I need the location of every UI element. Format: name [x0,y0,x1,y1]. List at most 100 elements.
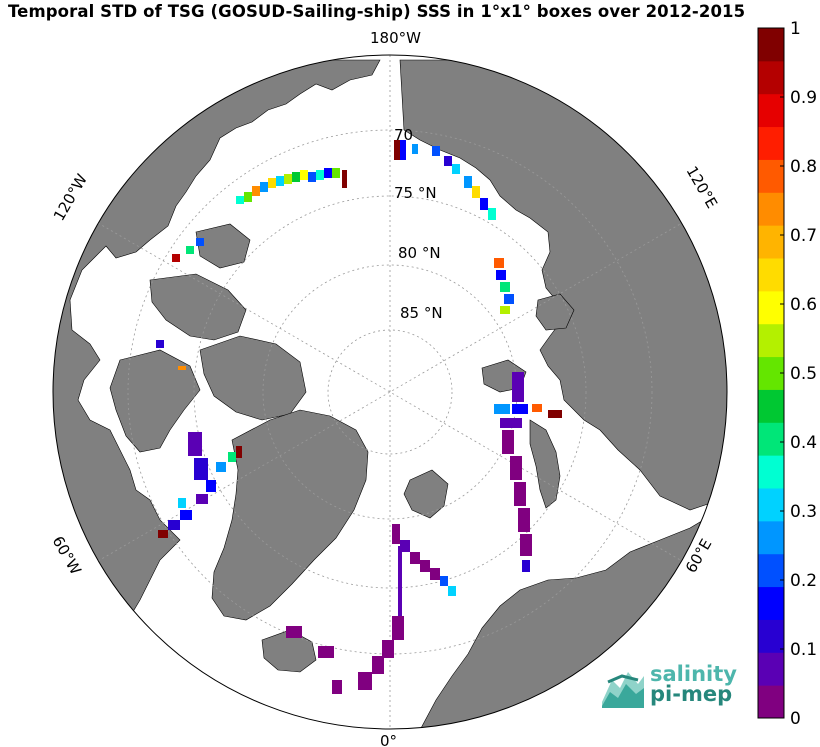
lon-label-0: 0° [380,732,397,747]
data-box [452,164,460,174]
data-box [464,176,472,188]
colorbar-block [758,225,784,259]
land-banks [195,223,251,269]
colorbar-block [758,619,784,653]
data-box [496,270,506,280]
land-north-america [53,59,381,661]
data-box [186,246,194,254]
data-box [236,446,242,458]
data-box [324,168,332,178]
data-box [308,172,316,182]
colorbar-block [758,488,784,522]
data-box [196,494,208,504]
data-box [448,586,456,596]
data-box [276,176,284,186]
land-svalbard [403,469,449,519]
data-box [332,680,342,694]
colorbar-tick-label: 0.7 [790,226,817,246]
lat-label-85: 85 °N [400,304,443,322]
map-title: Temporal STD of TSG (GOSUD-Sailing-ship)… [8,2,746,21]
data-box [514,482,526,506]
data-box [216,462,226,472]
data-box [410,552,420,564]
data-box [518,508,530,532]
data-box [440,576,448,586]
data-box [178,366,186,370]
logo-text-salinity: salinity [650,662,737,686]
data-box [400,140,406,160]
colorbar-block [758,28,784,62]
data-box [444,156,452,166]
data-box [520,534,532,556]
data-box [480,198,488,210]
data-box [268,178,276,188]
data-box [342,170,347,188]
data-box [500,306,510,314]
data-box [194,458,208,480]
lon-label-180: 180°W [370,29,421,47]
logo-icon [602,672,644,708]
data-box [180,510,192,520]
data-box [398,546,402,616]
colorbar-block [758,93,784,128]
data-box [156,340,164,348]
data-box [430,568,440,580]
data-box [228,452,236,462]
data-box [196,238,204,246]
colorbar-tick-label: 0 [790,709,801,729]
data-box [206,480,216,492]
colorbar-tick-label: 0.8 [790,157,817,177]
data-box [172,254,180,262]
colorbar-block [758,520,784,555]
data-box [158,530,168,538]
colorbar-block [758,258,784,292]
colorbar-block [758,323,784,358]
std-data-boxes [156,140,562,694]
data-box [400,540,410,552]
data-box [318,646,334,658]
data-box [532,404,542,412]
data-box [512,372,524,402]
data-box [244,192,252,202]
data-box [412,144,418,154]
data-box [394,140,400,160]
lat-label-70: 70 [394,126,413,144]
colorbar-block [758,126,784,160]
data-box [432,146,440,156]
colorbar-block [758,455,784,489]
data-box [494,404,510,414]
colorbar-tick-label: 0.6 [790,295,817,315]
data-box [512,404,528,414]
colorbar-ticks: 1 0.9 0.8 0.7 0.6 0.5 0.4 0.3 0.2 0.1 0 [780,19,817,729]
data-box [188,432,202,456]
colorbar-blocks [758,28,784,719]
data-box [488,208,496,220]
data-box [392,616,404,640]
lat-label-80: 80 °N [398,244,441,262]
data-box [382,640,394,658]
colorbar-block [758,389,784,423]
data-box [168,520,180,530]
colorbar-block [758,422,784,456]
colorbar-tick-label: 0.1 [790,640,817,660]
colorbar-tick-label: 0.3 [790,502,817,522]
map-boundary [52,54,728,730]
data-box [510,456,522,480]
logo-text-pi-mep: pi-mep [650,682,733,706]
data-box [358,672,372,690]
data-box [260,182,268,192]
land-greenland [211,409,369,621]
colorbar-block [758,60,784,95]
data-box [372,656,384,674]
data-box [286,626,302,638]
data-box [392,524,400,544]
data-box [292,172,300,182]
colorbar-tick-label: 0.2 [790,571,817,591]
data-box [236,196,244,204]
data-box [504,294,514,304]
data-box [284,174,292,184]
data-box [500,282,510,292]
data-box [502,430,514,454]
